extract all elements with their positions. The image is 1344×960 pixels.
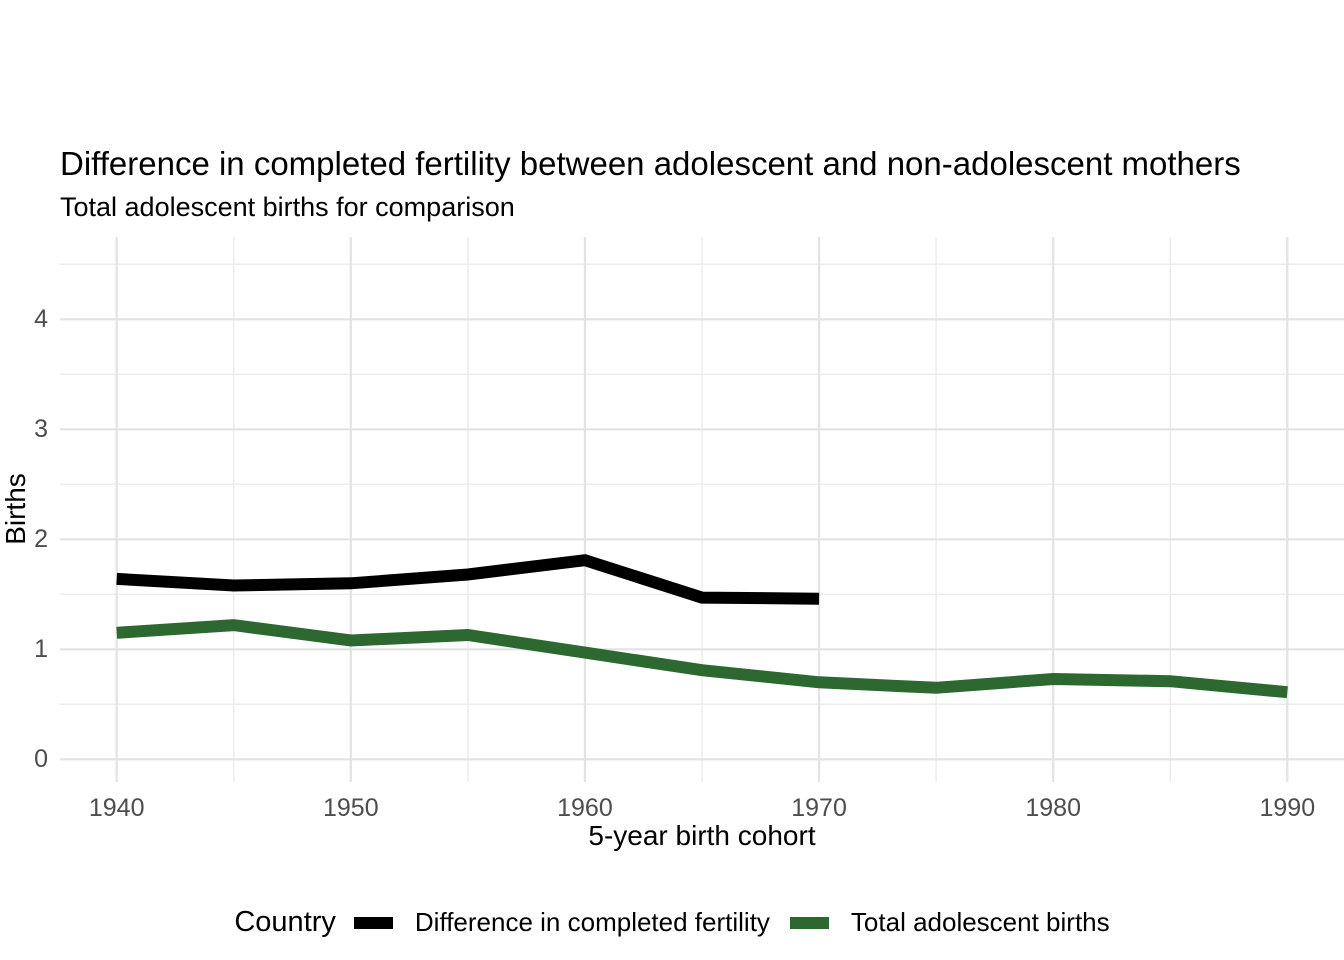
- x-axis-title: 5-year birth cohort: [588, 820, 816, 851]
- legend-item-label: Total adolescent births: [850, 907, 1110, 937]
- legend: Country Difference in completed fertilit…: [0, 902, 1344, 943]
- x-tick-label: 1990: [1259, 794, 1316, 822]
- legend-swatch: [789, 916, 829, 929]
- y-tick-label: 1: [34, 635, 48, 664]
- series-line-0: [116, 554, 820, 605]
- x-tick-label: 1960: [557, 794, 613, 822]
- y-tick-label: 2: [34, 525, 48, 554]
- y-tick-label: 4: [34, 305, 48, 334]
- x-tick-label: 1940: [88, 794, 145, 822]
- y-axis-title: Births: [0, 473, 31, 545]
- legend-item: Difference in completed fertility: [353, 907, 770, 938]
- legend-swatch: [353, 916, 393, 929]
- y-tick-label: 3: [34, 415, 48, 444]
- legend-items: Difference in completed fertility Total a…: [353, 907, 1110, 938]
- legend-title: Country: [234, 906, 336, 938]
- x-tick-label: 1950: [323, 794, 379, 822]
- chart-subtitle: Total adolescent births for comparison: [60, 192, 515, 222]
- legend-item: Total adolescent births: [789, 907, 1110, 938]
- x-tick-label: 1970: [791, 794, 847, 822]
- y-tick-label: 0: [34, 745, 48, 774]
- chart-title: Difference in completed fertility betwee…: [60, 145, 1241, 182]
- legend-item-label: Difference in completed fertility: [414, 907, 770, 937]
- x-tick-label: 1980: [1025, 794, 1081, 822]
- series-line-1: [116, 619, 1288, 699]
